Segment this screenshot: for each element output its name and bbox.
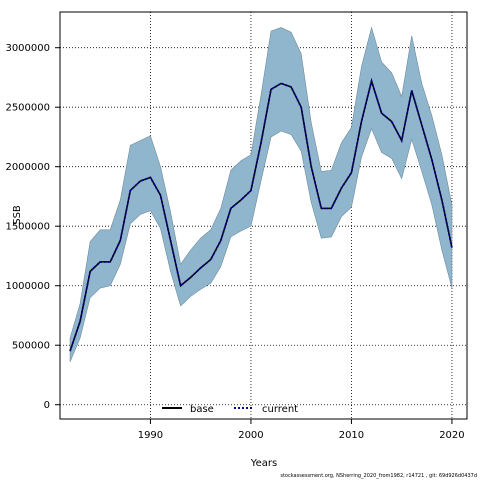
series-lines-layer [69,77,453,352]
footer-note: stockassessment.org, NSherring_2020_from… [280,473,477,479]
x-tick-label: 2010 [339,430,364,441]
legend-base-label: base [190,404,214,415]
plot-frame [59,11,468,420]
x-tick-label: 2000 [238,430,263,441]
x-tick-label: 1990 [138,430,163,441]
y-tick-label: 1000000 [5,281,50,292]
y-axis-label: SSB [12,205,23,225]
confidence-band-layer [69,26,453,362]
legend: base current [162,404,298,415]
legend-current-label: current [262,404,298,415]
y-tick-label: 500000 [12,341,50,352]
y-tick-label: 2500000 [5,103,50,114]
series-line-current [69,77,453,352]
y-tick-label: 3000000 [5,43,50,54]
y-tick-label: 0 [44,400,50,411]
y-tick-label: 1500000 [5,222,50,233]
axes-layer: 1990 2000 2010 2020 0 500000 1000000 1500000 200… [5,43,464,441]
y-tick-label: 2000000 [5,162,50,173]
x-axis-label: Years [250,458,277,469]
confidence-band [69,26,453,362]
x-tick-label: 2020 [439,430,464,441]
